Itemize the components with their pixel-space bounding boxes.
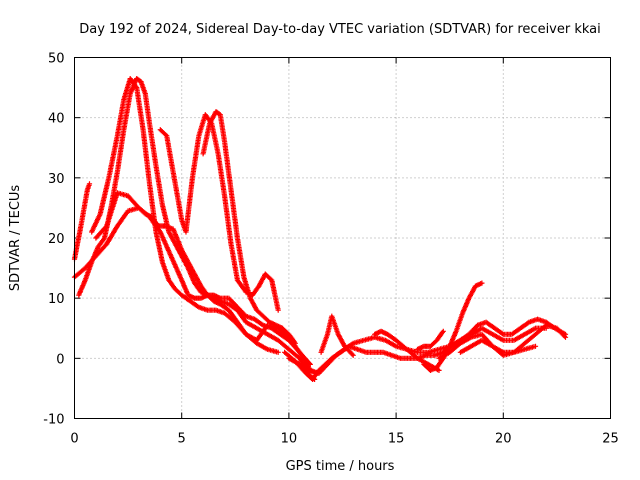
chart-title: Day 192 of 2024, Sidereal Day-to-day VTE… — [79, 22, 601, 37]
series-markers — [421, 280, 485, 373]
x-tick-label: 25 — [602, 432, 619, 447]
series-track-10 — [318, 313, 356, 358]
x-axis-label: GPS time / hours — [286, 459, 395, 474]
y-tick-label: 20 — [48, 232, 65, 247]
grid-lines — [74, 57, 611, 419]
series-markers — [157, 112, 281, 313]
y-axis-label: SDTVAR / TECUs — [8, 185, 23, 292]
series-track-15 — [414, 328, 446, 352]
series-track-6 — [157, 112, 281, 313]
series-markers — [76, 76, 318, 382]
x-tick-label: 0 — [70, 432, 78, 447]
x-tick-label: 15 — [388, 432, 405, 447]
y-tick-label: -10 — [43, 413, 64, 428]
series-markers — [457, 337, 539, 355]
series-track-9 — [286, 325, 549, 376]
y-tick-label: 40 — [48, 112, 65, 127]
series-track-12 — [421, 280, 485, 373]
series-track-14 — [457, 337, 539, 355]
x-tick-label: 20 — [495, 432, 512, 447]
series-markers — [200, 109, 298, 346]
series-markers — [414, 328, 446, 352]
series-markers — [318, 313, 356, 358]
y-tick-label: 30 — [48, 172, 65, 187]
x-tick-label: 5 — [178, 432, 186, 447]
y-tick-label: 10 — [48, 292, 65, 307]
tick-labels: 0 5 10 15 20 25 -10 0 10 20 30 40 50 — [43, 52, 619, 447]
series-track-7 — [200, 109, 298, 346]
y-tick-label: 50 — [48, 52, 65, 67]
series-markers — [89, 76, 281, 355]
series-track-3 — [76, 76, 318, 382]
x-tick-label: 10 — [281, 432, 298, 447]
series-track-2 — [89, 76, 281, 355]
series-markers — [286, 325, 549, 376]
plot-frame — [74, 57, 611, 419]
y-tick-label: 0 — [56, 352, 64, 367]
data-series — [71, 76, 569, 382]
